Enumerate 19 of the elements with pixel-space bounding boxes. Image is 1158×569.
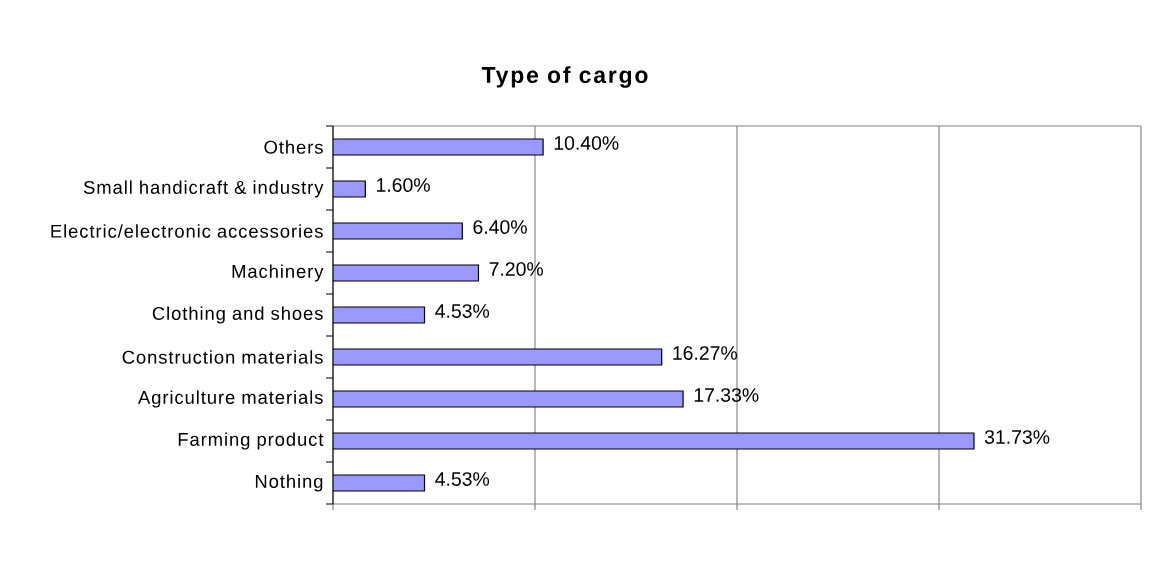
y-tick-label: Small handicraft & industry [83, 180, 324, 198]
data-label: 4.53% [435, 472, 490, 486]
data-label: 16.27% [673, 346, 738, 360]
data-label: 4.53% [435, 304, 490, 318]
y-tick-label: Agriculture materials [138, 390, 323, 408]
y-tick-label: Machinery [232, 264, 324, 282]
data-label: 10.40% [554, 136, 619, 150]
y-tick-label: Clothing and shoes [152, 306, 323, 324]
y-tick-label: Electric/electronic accessories [51, 224, 323, 238]
y-tick-label: Farming product [178, 432, 324, 450]
y-tick-label: Nothing [255, 474, 323, 492]
data-label: 17.33% [694, 388, 759, 402]
data-label: 7.20% [489, 262, 544, 276]
chart-title: Type of cargo [481, 66, 648, 88]
y-tick-label: Others [264, 140, 323, 154]
data-label: 1.60% [377, 178, 430, 192]
data-label: 31.73% [984, 430, 1050, 444]
y-tick-label: Construction materials [122, 350, 323, 364]
data-label: 6.40% [473, 220, 527, 234]
